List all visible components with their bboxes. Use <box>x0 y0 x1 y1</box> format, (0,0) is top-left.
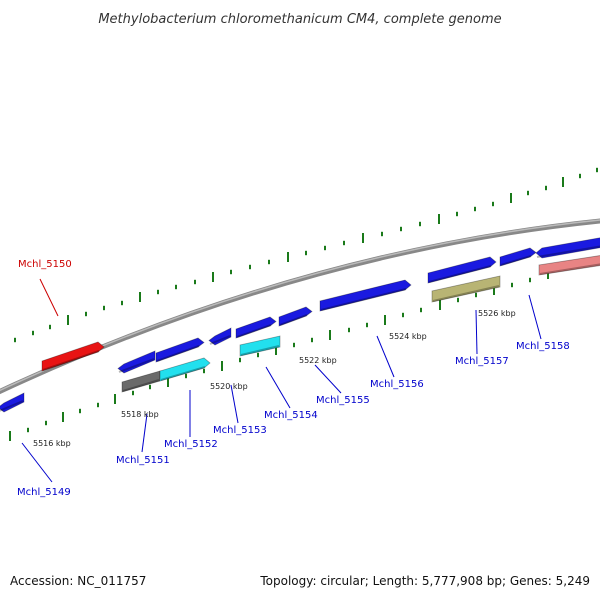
gene-shading <box>500 255 532 266</box>
outer-tick-ring <box>14 167 598 343</box>
gene-shading <box>42 350 100 371</box>
leader-line <box>376 335 395 378</box>
gene-arrow <box>159 357 211 382</box>
gene-arrow <box>538 255 600 276</box>
gene-arrow <box>0 392 25 413</box>
gene-arrow <box>499 247 537 267</box>
kbp-position-label: 5518 kbp <box>121 410 159 419</box>
leader-line <box>314 364 342 394</box>
gene-shading <box>209 335 231 345</box>
gene-shading <box>320 288 407 311</box>
gene-shading <box>0 400 24 412</box>
genome-backbone-highlight <box>0 219 600 392</box>
gene-arrow <box>117 350 156 374</box>
gene-label[interactable]: Mchl_5153 <box>213 425 267 436</box>
gene-label[interactable]: Mchl_5150 <box>18 259 72 270</box>
gene-label[interactable]: Mchl_5154 <box>264 410 318 421</box>
gene-arrow <box>239 335 281 357</box>
leader-line <box>21 442 53 483</box>
map-title: Methylobacterium chloromethanicum CM4, c… <box>98 12 501 27</box>
gene-label[interactable]: Mchl_5158 <box>516 341 570 352</box>
kbp-position-label: 5522 kbp <box>299 356 337 365</box>
label-leaders <box>21 278 542 483</box>
gene-arrow <box>155 337 205 363</box>
gene-shading <box>156 345 200 362</box>
gene-shading <box>428 265 492 283</box>
kbp-position-label: 5516 kbp <box>33 439 71 448</box>
gene-shading <box>539 263 600 275</box>
kbp-position-label: 5524 kbp <box>389 332 427 341</box>
gene-arrow <box>278 306 313 327</box>
kbp-position-label: 5520 kbp <box>210 382 248 391</box>
gene-arrow <box>319 279 412 312</box>
genome-summary-text: Topology: circular; Length: 5,777,908 bp… <box>260 574 590 588</box>
genome-backbone <box>0 218 600 395</box>
gene-labels: Mchl_5149 Mchl_5150 Mchl_5151 Mchl_5152 Mchl… <box>17 259 570 498</box>
gene-features <box>0 237 600 413</box>
gene-shading <box>279 314 308 326</box>
leader-line <box>141 413 148 453</box>
gene-shading <box>122 379 160 392</box>
gene-arrow <box>535 237 600 259</box>
gene-label[interactable]: Mchl_5156 <box>370 379 424 390</box>
gene-label[interactable]: Mchl_5152 <box>164 439 218 450</box>
gene-shading <box>240 345 280 356</box>
leader-line <box>265 366 291 409</box>
position-labels: 5516 kbp 5518 kbp 5520 kbp 5522 kbp 5524 kbp… <box>33 309 516 448</box>
leader-line <box>39 278 59 317</box>
leader-line <box>528 294 542 340</box>
gene-arrow <box>431 275 501 303</box>
gene-arrow <box>427 256 497 284</box>
gene-label[interactable]: Mchl_5149 <box>17 487 71 498</box>
leader-line <box>230 384 239 424</box>
accession-text: Accession: NC_011757 <box>10 574 147 588</box>
gene-label[interactable]: Mchl_5151 <box>116 455 170 466</box>
kbp-position-label: 5526 kbp <box>478 309 516 318</box>
gene-shading <box>536 245 600 258</box>
gene-label[interactable]: Mchl_5155 <box>316 395 370 406</box>
leader-line <box>475 309 478 355</box>
gene-arrow <box>208 327 232 346</box>
gene-arrow <box>235 316 277 339</box>
gene-shading <box>118 358 155 373</box>
gene-shading <box>432 285 500 302</box>
gene-arrow <box>41 341 105 372</box>
gene-label[interactable]: Mchl_5157 <box>455 356 509 367</box>
gene-shading <box>236 324 272 338</box>
gene-shading <box>160 366 206 381</box>
